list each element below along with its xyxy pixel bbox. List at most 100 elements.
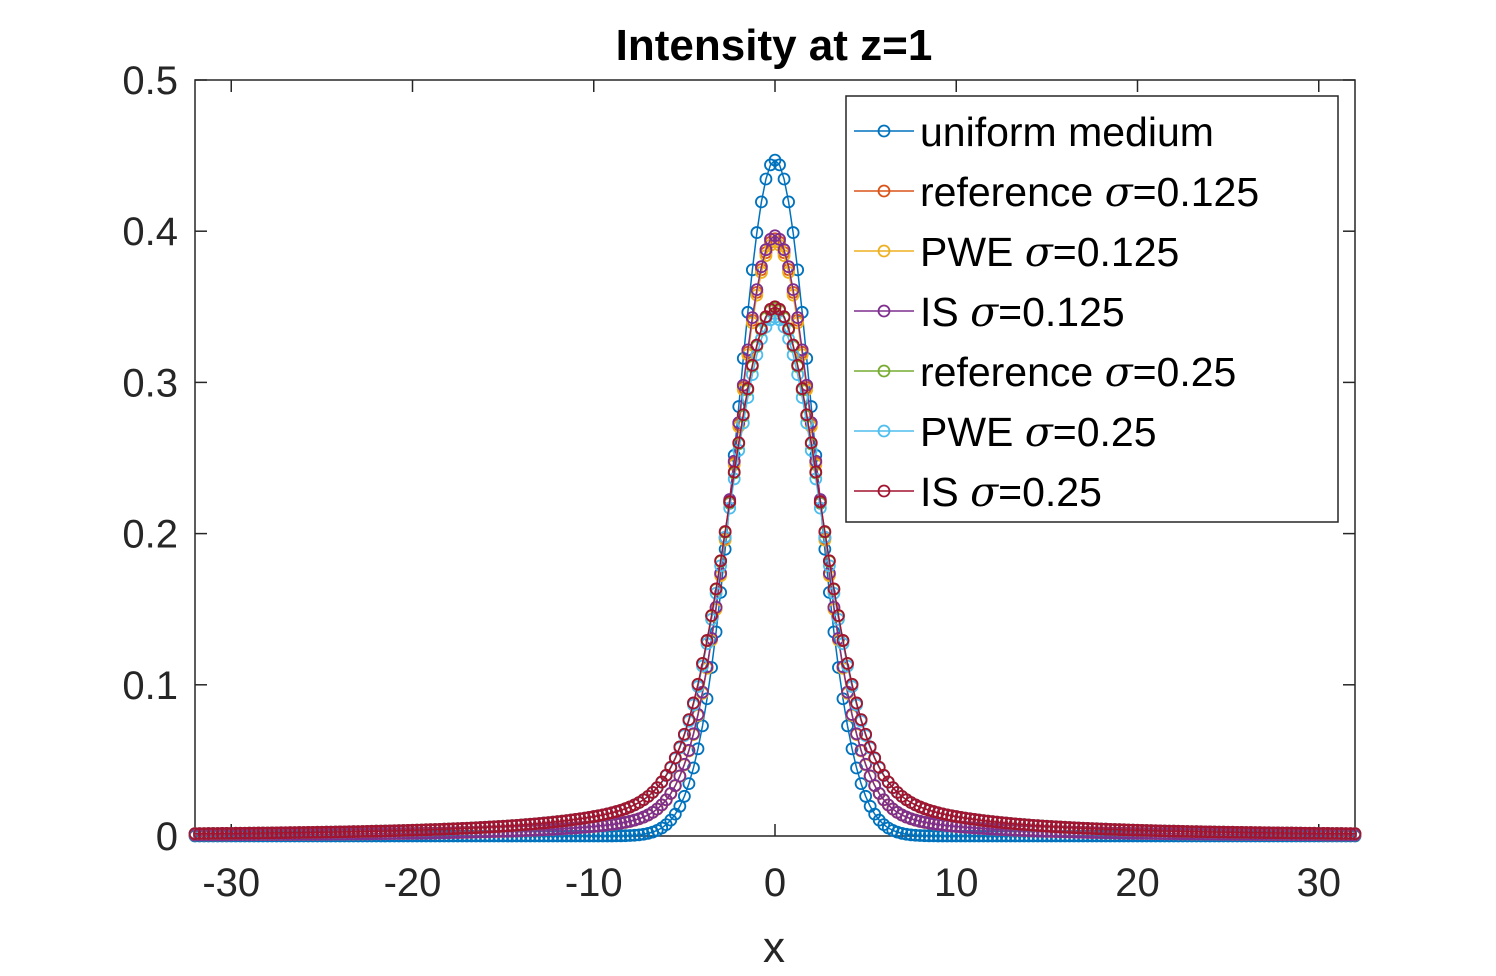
data-point — [1289, 826, 1303, 840]
data-point — [954, 810, 968, 824]
data-point — [845, 677, 859, 691]
data-point — [723, 495, 737, 509]
data-point — [392, 824, 406, 838]
x-tick-label: -10 — [565, 861, 623, 905]
legend-label: uniform medium — [920, 109, 1214, 155]
y-tick-label: 0.2 — [122, 513, 178, 557]
data-point — [922, 829, 936, 843]
x-tick-label: -30 — [202, 861, 260, 905]
data-point — [736, 408, 750, 422]
data-point — [1348, 827, 1362, 841]
data-point — [999, 816, 1013, 830]
data-point — [750, 283, 764, 297]
data-point — [750, 338, 764, 352]
data-point — [904, 828, 918, 842]
legend-label: reference σ=0.25 — [920, 348, 1236, 396]
data-point — [428, 823, 442, 836]
data-point — [1339, 827, 1353, 840]
data-point — [691, 742, 705, 756]
data-point — [238, 826, 252, 840]
data-point — [755, 260, 768, 274]
data-point — [442, 822, 456, 836]
data-point — [1307, 826, 1321, 840]
data-point — [841, 656, 854, 670]
data-point — [215, 827, 229, 840]
data-point — [1040, 819, 1054, 833]
data-point — [297, 826, 311, 839]
data-point — [1013, 817, 1027, 831]
data-point — [261, 826, 274, 840]
legend-marker — [877, 424, 891, 438]
data-point — [777, 172, 791, 186]
data-point — [610, 817, 623, 831]
data-point — [1153, 824, 1167, 838]
data-point — [578, 811, 592, 825]
data-point — [301, 826, 315, 839]
data-point — [1144, 824, 1158, 838]
data-point — [696, 719, 709, 733]
data-point — [1149, 824, 1163, 838]
data-point — [791, 358, 805, 372]
data-point — [1253, 826, 1267, 840]
data-point — [206, 827, 220, 840]
data-point — [791, 311, 805, 325]
y-tick-label: 0.3 — [122, 361, 178, 405]
data-point — [786, 338, 800, 352]
data-point — [850, 727, 863, 741]
data-point — [279, 826, 293, 840]
data-point — [986, 815, 999, 829]
data-point — [1217, 825, 1230, 839]
data-point — [252, 826, 265, 840]
x-axis-label: x — [763, 923, 785, 972]
legend-entry: reference σ=0.125 — [854, 168, 1259, 216]
data-point — [1094, 822, 1108, 836]
data-point — [677, 757, 691, 771]
data-point — [283, 826, 297, 840]
x-tick-label: 20 — [1115, 861, 1160, 905]
chart-title: Intensity at z=1 — [616, 21, 933, 70]
data-point — [745, 311, 759, 325]
data-point — [773, 232, 786, 246]
data-point — [320, 825, 333, 839]
data-point — [637, 827, 650, 841]
data-point — [265, 826, 279, 840]
data-point — [696, 656, 709, 670]
data-point — [1067, 821, 1081, 835]
data-point — [945, 809, 959, 823]
data-point — [1330, 827, 1344, 840]
data-point — [542, 816, 555, 830]
data-point — [591, 809, 605, 823]
data-point — [809, 465, 823, 479]
data-point — [224, 826, 238, 840]
legend-entries: uniform medium reference σ=0.125 PWE σ=0.1… — [854, 109, 1259, 516]
data-point — [1230, 825, 1244, 839]
data-point — [1325, 827, 1339, 840]
data-point — [455, 822, 469, 835]
data-point — [922, 816, 936, 830]
data-point — [777, 243, 791, 257]
data-point — [913, 814, 927, 828]
data-point — [759, 172, 773, 186]
legend-label: PWE σ=0.125 — [920, 228, 1179, 276]
data-point — [958, 811, 972, 825]
data-point — [1280, 826, 1294, 840]
data-point — [687, 727, 700, 741]
data-point — [687, 696, 700, 710]
data-point — [1267, 826, 1280, 840]
legend-entry: PWE σ=0.25 — [854, 408, 1157, 456]
data-point — [1244, 826, 1258, 839]
data-point — [850, 696, 863, 710]
data-point — [1316, 827, 1330, 840]
data-point — [1199, 825, 1212, 839]
x-tick-label: 10 — [934, 861, 979, 905]
data-point — [329, 825, 342, 839]
data-point — [918, 815, 931, 829]
data-point — [1180, 825, 1194, 838]
data-point — [773, 158, 786, 172]
x-tick-labels: -30 -20 -10 0 10 20 30 — [202, 861, 1341, 905]
data-point — [1271, 826, 1285, 840]
data-point — [1294, 826, 1308, 840]
data-point — [777, 310, 791, 324]
data-point — [1344, 827, 1357, 841]
data-point — [360, 825, 374, 838]
